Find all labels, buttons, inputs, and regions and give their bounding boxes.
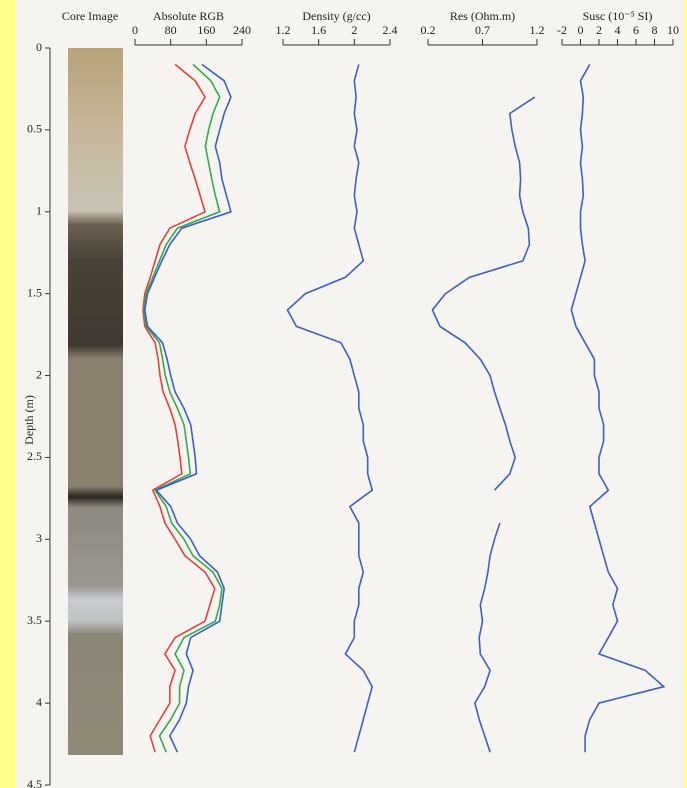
panel-title: Res (Ohm.m) — [450, 9, 515, 23]
depth-label: Depth (m) — [22, 395, 36, 445]
log-line — [570, 64, 666, 753]
log-line — [286, 64, 374, 753]
value-tick-label: 2 — [596, 23, 602, 37]
depth-tick-label: 4 — [36, 695, 42, 709]
depth-tick-label: 1.5 — [27, 285, 42, 299]
value-tick-label: 1.2 — [530, 23, 545, 37]
depth-tick-label: 2 — [36, 367, 42, 381]
panel-title: Density (g/cc) — [302, 9, 370, 23]
depth-tick-label: 4.5 — [27, 777, 42, 788]
log-line — [142, 63, 216, 753]
value-tick-label: 0.7 — [475, 23, 490, 37]
value-tick-label: -2 — [557, 23, 567, 37]
value-tick-label: 160 — [197, 23, 215, 37]
panel-title: Susc (10⁻⁵ SI) — [583, 9, 653, 23]
value-tick-label: 2 — [351, 23, 357, 37]
value-tick-label: 4 — [615, 23, 621, 37]
value-tick-label: 0.2 — [421, 23, 436, 37]
figure-background — [16, 0, 684, 788]
log-line — [431, 96, 536, 753]
value-tick-label: 6 — [633, 23, 639, 37]
value-tick-label: 1.6 — [311, 23, 326, 37]
value-tick-label: 0 — [578, 23, 584, 37]
value-tick-label: 2.4 — [383, 23, 398, 37]
value-tick-label: 1.2 — [276, 23, 291, 37]
value-tick-label: 80 — [165, 23, 177, 37]
core-image — [68, 48, 123, 755]
value-tick-label: 8 — [652, 23, 658, 37]
value-tick-label: 10 — [667, 23, 679, 37]
value-tick-label: 240 — [233, 23, 251, 37]
depth-tick-label: 3 — [36, 531, 42, 545]
depth-tick-label: 2.5 — [27, 449, 42, 463]
depth-tick-label: 1 — [36, 204, 42, 218]
log-line — [143, 63, 223, 753]
panel-title: Absolute RGB — [153, 9, 224, 23]
depth-tick-label: 0.5 — [27, 122, 42, 136]
value-tick-label: 0 — [132, 23, 138, 37]
log-line — [143, 63, 232, 753]
depth-tick-label: 3.5 — [27, 613, 42, 627]
depth-tick-label: 0 — [36, 40, 42, 54]
panel-title: Core Image — [62, 9, 118, 23]
